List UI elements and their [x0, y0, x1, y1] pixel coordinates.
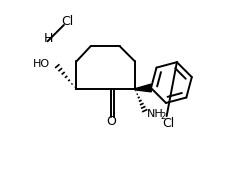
Text: O: O: [106, 115, 116, 128]
Text: H: H: [43, 32, 53, 45]
Text: NH: NH: [147, 109, 164, 119]
Text: 2: 2: [161, 112, 166, 121]
Text: HO: HO: [33, 59, 51, 69]
Polygon shape: [135, 84, 151, 92]
Text: Cl: Cl: [162, 117, 174, 130]
Text: Cl: Cl: [62, 15, 74, 28]
